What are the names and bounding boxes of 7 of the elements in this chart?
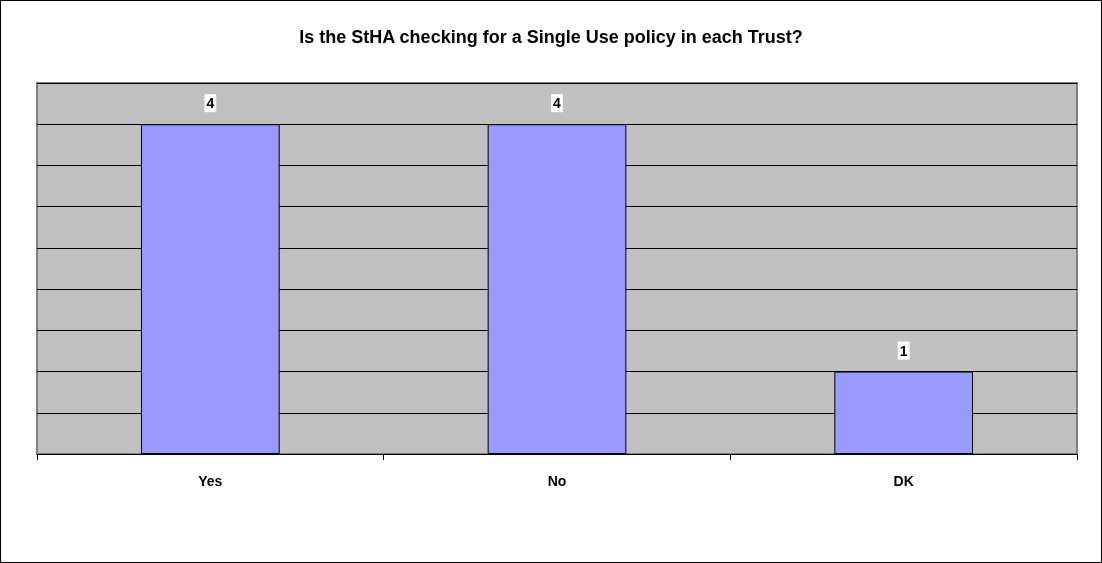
data-label: 4	[206, 95, 215, 112]
x-tick-label: DK	[893, 473, 914, 489]
data-label: 1	[899, 342, 908, 359]
x-tick-label: No	[547, 473, 567, 489]
chart-title: Is the StHA checking for a Single Use policy in each Trust?	[299, 27, 803, 47]
data-label: 4	[553, 95, 562, 112]
x-tick-label: Yes	[198, 473, 223, 489]
